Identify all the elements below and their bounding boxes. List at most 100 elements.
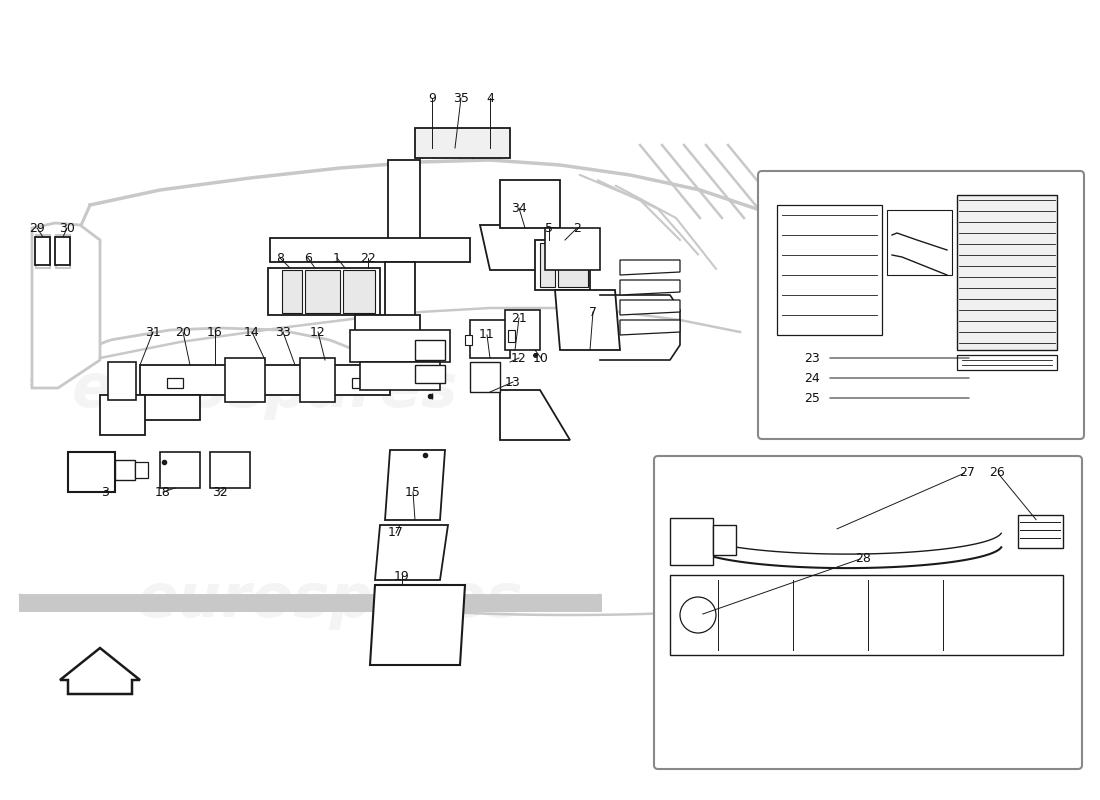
Text: 9: 9 [428,91,436,105]
Polygon shape [505,310,540,350]
Polygon shape [268,268,379,315]
Polygon shape [160,452,200,488]
Polygon shape [36,235,50,268]
Polygon shape [55,237,70,265]
Polygon shape [470,362,500,392]
Text: 24: 24 [804,371,820,385]
Text: 14: 14 [244,326,260,338]
Text: 32: 32 [212,486,228,498]
Polygon shape [32,223,100,388]
Polygon shape [300,358,336,402]
Polygon shape [620,320,680,335]
Polygon shape [620,300,680,315]
Polygon shape [385,262,415,360]
Text: 22: 22 [360,251,376,265]
Polygon shape [1018,515,1063,548]
Polygon shape [140,395,200,420]
Text: 23: 23 [804,351,820,365]
Text: 5: 5 [544,222,553,234]
Polygon shape [352,378,368,388]
Text: 17: 17 [388,526,404,539]
Polygon shape [713,525,736,555]
Polygon shape [620,280,680,295]
Polygon shape [535,240,590,290]
Text: 3: 3 [101,486,109,498]
Polygon shape [470,320,510,358]
Polygon shape [385,450,446,520]
Polygon shape [544,228,600,270]
Polygon shape [305,270,340,313]
Polygon shape [556,290,620,350]
Text: 31: 31 [145,326,161,338]
Polygon shape [957,195,1057,350]
Text: 15: 15 [405,486,421,498]
Polygon shape [360,362,440,390]
Text: 27: 27 [959,466,975,478]
Polygon shape [270,238,470,262]
Polygon shape [100,395,145,435]
Polygon shape [56,235,70,268]
Text: 18: 18 [155,486,170,498]
Polygon shape [108,362,136,400]
Polygon shape [777,205,882,335]
Text: 16: 16 [207,326,223,338]
Polygon shape [350,330,450,362]
Text: 34: 34 [512,202,527,214]
Text: 8: 8 [276,251,284,265]
Polygon shape [116,460,135,480]
Polygon shape [140,365,390,395]
Text: 12: 12 [512,351,527,365]
Polygon shape [210,452,250,488]
Polygon shape [500,180,560,228]
Text: 13: 13 [505,375,521,389]
Polygon shape [167,378,183,388]
Polygon shape [68,452,116,492]
Text: 26: 26 [989,466,1005,478]
Polygon shape [620,260,680,275]
Text: 4: 4 [486,91,494,105]
Text: 33: 33 [275,326,290,338]
Polygon shape [415,365,446,383]
Polygon shape [135,462,149,478]
Polygon shape [508,330,515,342]
Polygon shape [465,335,472,345]
Text: 28: 28 [855,551,871,565]
Text: 11: 11 [480,329,495,342]
Polygon shape [355,315,420,360]
Text: 7: 7 [588,306,597,318]
Text: 2: 2 [573,222,581,234]
Text: 10: 10 [534,351,549,365]
Polygon shape [540,243,556,287]
FancyBboxPatch shape [758,171,1084,439]
Text: 29: 29 [29,222,45,234]
Text: 25: 25 [804,391,820,405]
Text: 1: 1 [333,251,341,265]
Polygon shape [415,340,446,360]
Polygon shape [670,518,713,565]
FancyBboxPatch shape [654,456,1082,769]
Polygon shape [375,525,448,580]
Polygon shape [415,128,510,158]
Text: 30: 30 [59,222,75,234]
Text: 20: 20 [175,326,191,338]
Text: eurospares: eurospares [136,570,524,630]
Polygon shape [226,358,265,402]
Polygon shape [957,355,1057,370]
Polygon shape [60,648,140,694]
Polygon shape [500,390,570,440]
Circle shape [680,597,716,633]
Text: eurospares: eurospares [72,361,459,419]
Text: 21: 21 [512,311,527,325]
Polygon shape [343,270,375,313]
Polygon shape [35,237,50,265]
Polygon shape [480,225,556,270]
Polygon shape [558,243,589,287]
Polygon shape [388,160,420,250]
Text: 6: 6 [304,251,312,265]
Text: 12: 12 [310,326,326,338]
Text: 35: 35 [453,91,469,105]
Polygon shape [370,585,465,665]
Polygon shape [282,270,303,313]
Polygon shape [670,575,1063,655]
Text: 19: 19 [394,570,410,582]
